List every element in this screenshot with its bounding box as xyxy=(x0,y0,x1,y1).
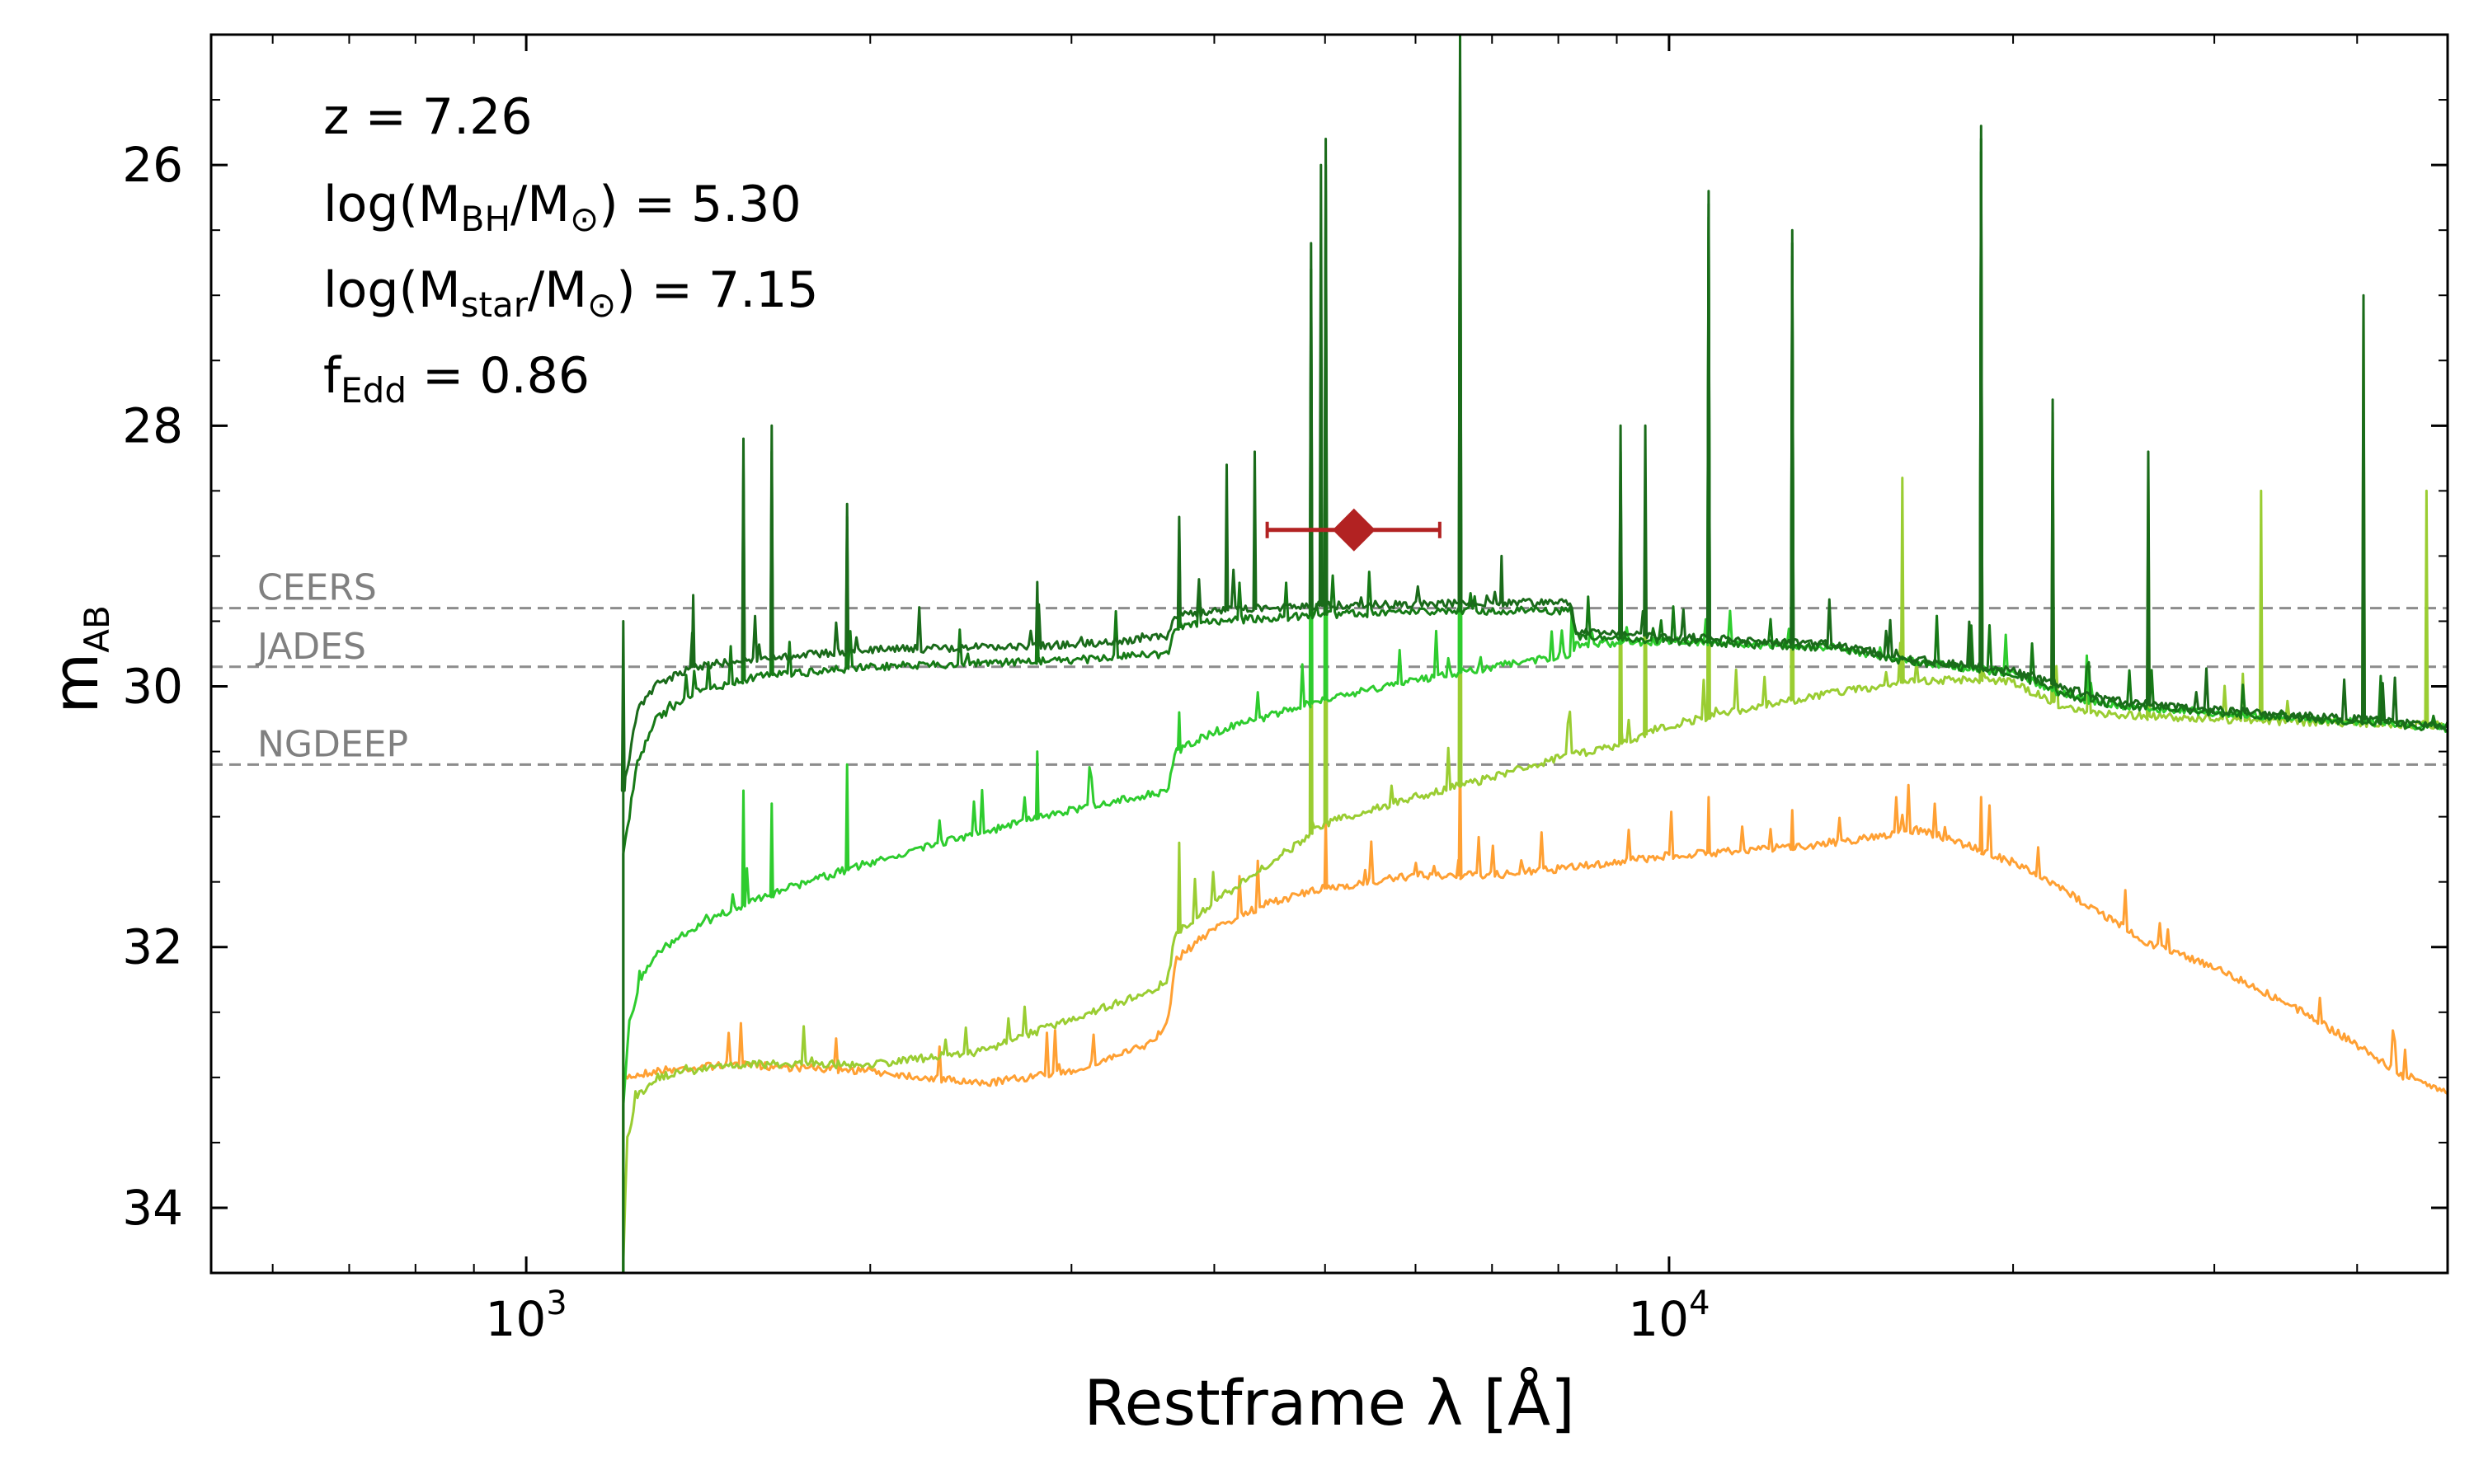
x-axis-title: Restframe λ [Å] xyxy=(1084,1366,1575,1439)
series-total-mid xyxy=(622,59,2448,1273)
series-stellar-continuum xyxy=(622,750,2448,1273)
spectrum-line-total-dark xyxy=(620,35,2448,1273)
survey-label-ngdeep: NGDEEP xyxy=(257,723,408,765)
x-tick-label-1e3: 103 xyxy=(485,1284,567,1347)
y-tick-label: 26 xyxy=(122,137,183,193)
observed-data-point xyxy=(1265,508,1442,552)
annotation-redshift: z = 7.26 xyxy=(323,88,533,146)
series-agn-component xyxy=(622,72,2448,1273)
plot-frame xyxy=(209,33,2449,1275)
spectrum-line-stellar-continuum xyxy=(622,750,2448,1273)
x-tick-label-1e4: 104 xyxy=(1628,1284,1710,1347)
annotation-bh-mass: log(MBH/M⊙) = 5.30 xyxy=(323,176,802,239)
y-axis-title: mAB xyxy=(39,605,117,714)
y-tick-label: 32 xyxy=(122,919,183,975)
y-tick-label: 34 xyxy=(122,1180,183,1236)
series-total-dark xyxy=(620,35,2448,1273)
survey-label-ceers: CEERS xyxy=(257,567,377,609)
annotation-eddington-ratio: fEdd = 0.86 xyxy=(323,347,590,411)
survey-label-jades: JADES xyxy=(255,626,366,668)
spectrum-line-total-mid xyxy=(622,59,2448,1273)
observed-point-marker xyxy=(1332,508,1376,552)
series-stellar-nebular xyxy=(622,85,2448,1273)
y-tick-label: 28 xyxy=(122,397,183,453)
spectrum-line-agn-component xyxy=(622,72,2448,1273)
spectra-series xyxy=(620,35,2448,1273)
axis-ticks xyxy=(211,34,2448,1274)
spectrum-line-stellar-nebular xyxy=(622,85,2448,1273)
y-tick-label: 30 xyxy=(122,659,183,715)
survey-limit-lines xyxy=(211,607,2448,766)
annotation-stellar-mass: log(Mstar/M⊙) = 7.15 xyxy=(323,261,819,325)
